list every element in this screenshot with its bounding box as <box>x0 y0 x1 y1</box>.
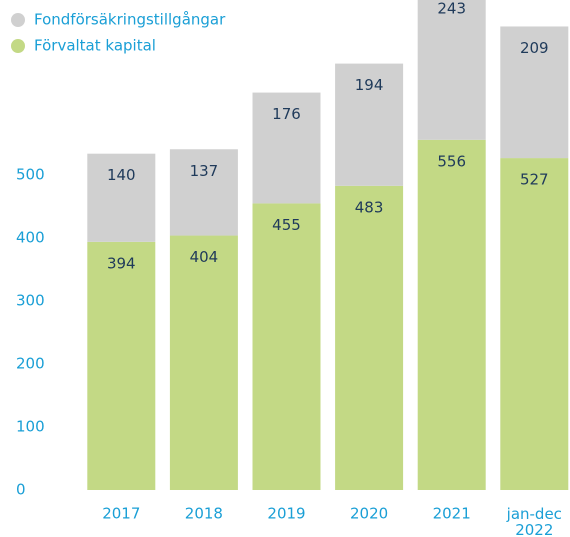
x-tick-label: jan-dec 2022 <box>506 505 562 537</box>
x-tick-label: 2019 <box>267 505 305 523</box>
x-tick-label-line: jan-dec <box>506 505 562 523</box>
value-label: 483 <box>355 198 384 216</box>
bar-segment <box>417 139 486 490</box>
bar-segment <box>335 185 404 490</box>
legend-swatch <box>11 13 25 27</box>
value-label: 176 <box>272 105 301 123</box>
value-label: 140 <box>107 166 136 184</box>
x-tick-label: 2018 <box>185 505 223 523</box>
y-tick-label: 100 <box>16 418 45 436</box>
bar-segment <box>500 158 569 490</box>
value-label: 527 <box>520 171 549 189</box>
bar-segment <box>87 153 156 242</box>
value-label: 209 <box>520 39 549 57</box>
bar-segment <box>335 63 404 186</box>
legend-label: Fondförsäkringstillgångar <box>34 11 226 29</box>
value-label: 455 <box>272 216 301 234</box>
y-tick-label: 300 <box>16 292 45 310</box>
y-tick-label: 500 <box>16 166 45 184</box>
y-tick-label: 0 <box>16 481 26 499</box>
bar-segment <box>252 203 321 490</box>
x-tick-label: 2017 <box>102 505 140 523</box>
value-label: 394 <box>107 254 136 272</box>
value-label: 137 <box>190 162 219 180</box>
x-tick-label: 2020 <box>350 505 388 523</box>
bar-segment <box>169 149 238 236</box>
y-tick-label: 400 <box>16 229 45 247</box>
y-tick-label: 200 <box>16 355 45 373</box>
value-label: 243 <box>437 0 466 17</box>
bar-segment <box>169 235 238 490</box>
bar-segment <box>252 92 321 204</box>
bar-segment <box>417 0 486 140</box>
value-label: 194 <box>355 76 384 94</box>
value-label: 404 <box>190 248 219 266</box>
x-tick-label-line: 2022 <box>515 521 553 537</box>
bar-segment <box>500 26 569 159</box>
x-tick-label: 2021 <box>433 505 471 523</box>
value-label: 556 <box>437 152 466 170</box>
legend-swatch <box>11 39 25 53</box>
legend-label: Förvaltat kapital <box>34 37 156 55</box>
bar-segment <box>87 241 156 490</box>
